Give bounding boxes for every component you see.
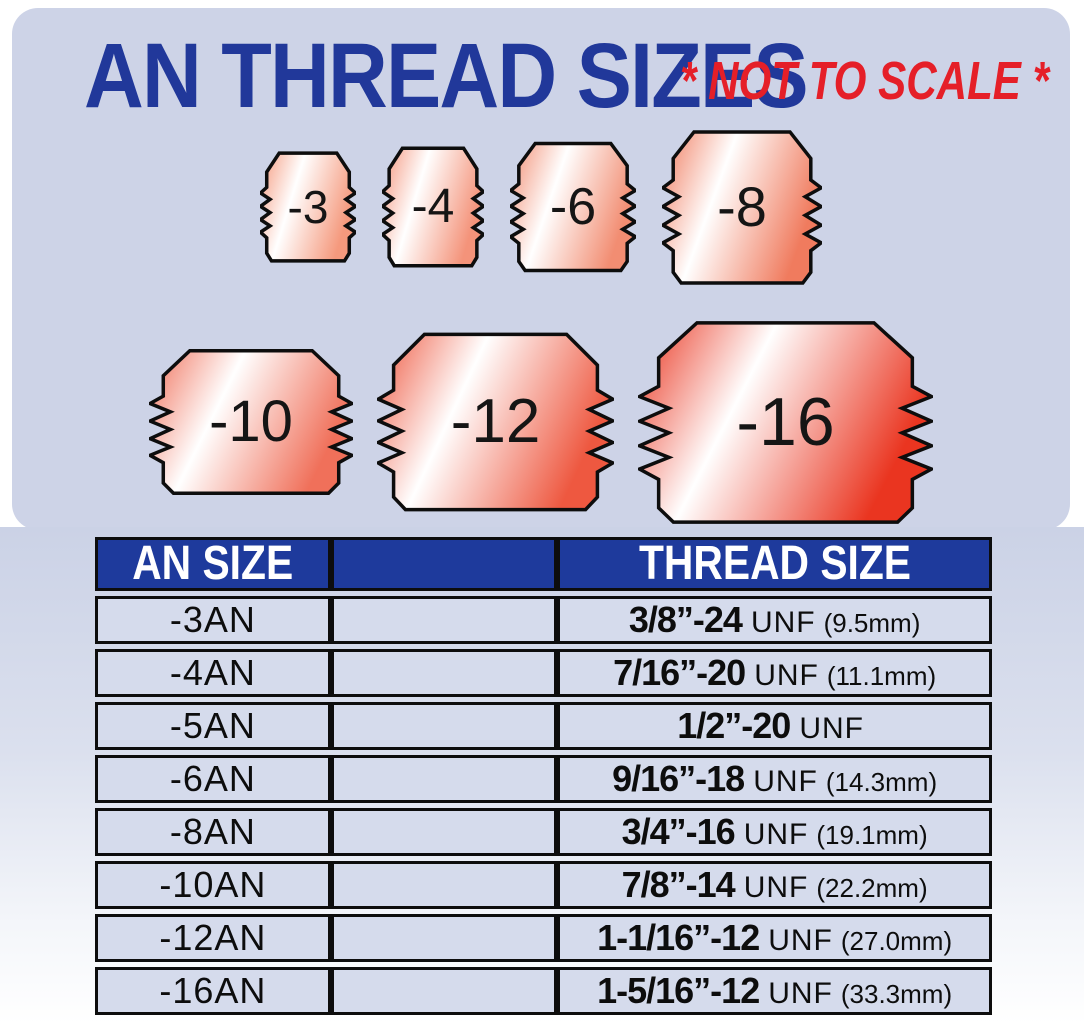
- thread-standard: UNF: [743, 818, 809, 851]
- an-size-cell: -10AN: [95, 861, 331, 909]
- thread-standard: UNF: [743, 871, 809, 904]
- thread-standard: UNF: [754, 659, 819, 692]
- table-row: -12AN 1-1/16”-12 UNF (27.0mm): [95, 914, 992, 962]
- not-to-scale-label: * NOT TO SCALE *: [680, 51, 1049, 111]
- thread-standard: UNF: [768, 977, 833, 1010]
- hex-nut-icon: [638, 319, 933, 526]
- spacer-cell: [330, 861, 558, 909]
- an-size-cell: -16AN: [95, 967, 331, 1015]
- thread-size-value: 1/2”-20: [677, 705, 791, 746]
- thread-size-value: 7/16”-20: [613, 652, 746, 693]
- thread-size-value: 9/16”-18: [612, 758, 745, 799]
- thread-size-cell: 1-1/16”-12 UNF (27.0mm): [557, 914, 992, 962]
- table-row: -16AN 1-5/16”-12 UNF (33.3mm): [95, 967, 992, 1015]
- hex-nut-icon: [377, 331, 614, 513]
- fitting-8: -8: [662, 129, 822, 286]
- thread-standard: UNF: [768, 924, 833, 957]
- thread-metric: (33.3mm): [840, 979, 953, 1009]
- fitting-label: -3: [287, 181, 329, 233]
- spacer-cell: [330, 702, 558, 750]
- thread-size-cell: 3/4”-16 UNF (19.1mm): [557, 808, 992, 856]
- spacer-cell: [330, 755, 558, 803]
- table-row: -4AN 7/16”-20 UNF (11.1mm): [95, 649, 992, 697]
- an-size-cell: -12AN: [95, 914, 331, 962]
- an-size-cell: -3AN: [95, 596, 331, 644]
- fitting-10: -10: [149, 348, 353, 496]
- spacer-cell: [330, 649, 558, 697]
- thread-size-cell: 3/8”-24 UNF (9.5mm): [557, 596, 992, 644]
- fitting-16: -16: [638, 319, 933, 526]
- fitting-label: -12: [450, 387, 541, 456]
- table-header-row: AN SIZE THREAD SIZE: [95, 537, 992, 591]
- spacer-cell: [330, 808, 558, 856]
- fitting-label: -8: [717, 175, 767, 238]
- table-row: -3AN 3/8”-24 UNF (9.5mm): [95, 596, 992, 644]
- thread-size-value: 3/8”-24: [628, 599, 743, 640]
- table-row: -5AN 1/2”-20 UNF: [95, 702, 992, 750]
- thread-size-cell: 1/2”-20 UNF: [557, 702, 992, 750]
- thread-metric: (27.0mm): [840, 926, 953, 956]
- page-title: AN THREAD SIZES: [84, 25, 809, 127]
- fitting-3: -3: [260, 151, 356, 263]
- fitting-label: -10: [209, 389, 293, 454]
- fitting-6: -6: [510, 141, 636, 273]
- hex-nut-icon: [510, 141, 636, 273]
- an-size-cell: -8AN: [95, 808, 331, 856]
- thread-size-value: 3/4”-16: [621, 811, 736, 852]
- thread-size-cell: 7/8”-14 UNF (22.2mm): [557, 861, 992, 909]
- thread-standard: UNF: [750, 606, 816, 639]
- fitting-label: -4: [411, 180, 455, 233]
- thread-size-value: 1-5/16”-12: [597, 970, 760, 1011]
- thread-metric: (22.2mm): [816, 873, 928, 903]
- thread-size-value: 1-1/16”-12: [597, 917, 760, 958]
- fitting-label: -16: [736, 384, 835, 460]
- an-size-cell: -5AN: [95, 702, 331, 750]
- diagram-panel: AN THREAD SIZES * NOT TO SCALE * -3: [12, 8, 1070, 530]
- table-row: -8AN 3/4”-16 UNF (19.1mm): [95, 808, 992, 856]
- an-size-cell: -4AN: [95, 649, 331, 697]
- hex-nut-icon: [662, 129, 822, 286]
- fitting-4: -4: [382, 146, 484, 268]
- thread-metric: (11.1mm): [826, 661, 937, 691]
- table-row: -6AN 9/16”-18 UNF (14.3mm): [95, 755, 992, 803]
- thread-size-value: 7/8”-14: [621, 864, 736, 905]
- spacer-cell: [330, 596, 558, 644]
- header-block: AN THREAD SIZES * NOT TO SCALE *: [12, 8, 1070, 126]
- thread-metric: (19.1mm): [816, 820, 928, 850]
- fittings-row-small: -3 -4: [12, 126, 1070, 288]
- thread-size-cell: 1-5/16”-12 UNF (33.3mm): [557, 967, 992, 1015]
- spacer-cell: [330, 914, 558, 962]
- thread-standard: UNF: [799, 712, 864, 745]
- an-size-table: AN SIZE THREAD SIZE -3AN 3/8”-24 UNF (9.5m…: [95, 532, 992, 1020]
- thread-size-cell: 9/16”-18 UNF (14.3mm): [557, 755, 992, 803]
- table-row: -10AN 7/8”-14 UNF (22.2mm): [95, 861, 992, 909]
- header-cell-an-size: AN SIZE: [95, 537, 331, 591]
- fitting-12: -12: [377, 331, 614, 513]
- spacer-cell: [330, 967, 558, 1015]
- fittings-row-large: -10 -12: [12, 316, 1070, 528]
- fitting-label: -6: [549, 178, 597, 236]
- thread-metric: (9.5mm): [823, 608, 921, 638]
- hex-nut-icon: [260, 151, 356, 263]
- thread-size-cell: 7/16”-20 UNF (11.1mm): [557, 649, 992, 697]
- thread-metric: (14.3mm): [825, 767, 938, 797]
- header-cell-thread-size: THREAD SIZE: [557, 537, 992, 591]
- hex-nut-icon: [149, 348, 353, 496]
- hex-nut-icon: [382, 146, 484, 268]
- thread-standard: UNF: [753, 765, 818, 798]
- header-cell-spacer: [330, 537, 558, 591]
- an-size-cell: -6AN: [95, 755, 331, 803]
